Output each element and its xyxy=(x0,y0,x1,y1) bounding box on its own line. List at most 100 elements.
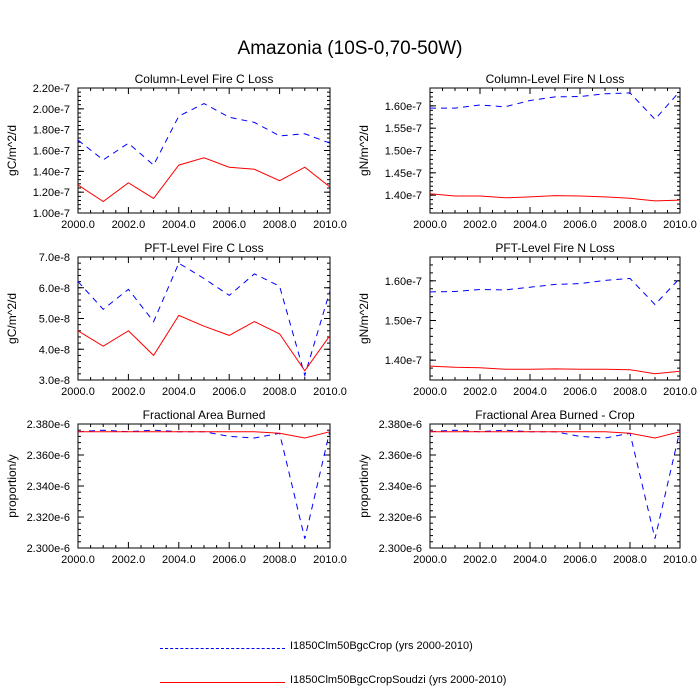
legend-item-soudzi: I1850Clm50BgcCropSoudzi (yrs 2000-2010) xyxy=(160,672,680,692)
x-tick-label: 2008.0 xyxy=(263,386,297,398)
x-tick-label: 2000.0 xyxy=(413,219,447,231)
series-line-soudzi xyxy=(77,157,331,203)
y-tick-label: 1.60e-7 xyxy=(33,146,70,158)
legend-swatch-dashed xyxy=(160,648,285,649)
y-tick-label: 4.0e-8 xyxy=(39,344,70,356)
plot-frame xyxy=(77,256,331,381)
x-tick-label: 2004.0 xyxy=(162,386,196,398)
x-tick-label: 2006.0 xyxy=(563,219,597,231)
figure-title: Amazonia (10S-0,70-50W) xyxy=(237,38,463,59)
y-tick-label: 1.40e-7 xyxy=(385,355,422,367)
plot-frame xyxy=(429,256,681,381)
x-tick-label: 2004.0 xyxy=(513,554,547,566)
series-line-crop xyxy=(430,90,681,121)
y-axis-label: proportion/y xyxy=(5,454,19,517)
series-line-soudzi xyxy=(77,314,331,372)
y-tick-label: 2.380e-6 xyxy=(27,419,70,431)
x-tick-label: 2002.0 xyxy=(463,219,497,231)
y-tick-label: 1.45e-7 xyxy=(385,168,422,180)
y-tick-label: 2.300e-6 xyxy=(379,543,422,555)
legend-label: I1850Clm50BgcCrop (yrs 2000-2010) xyxy=(290,640,473,652)
legend-swatch-solid xyxy=(160,682,285,683)
y-tick-label: 3.0e-8 xyxy=(39,375,70,387)
panel-title: PFT-Level Fire C Loss xyxy=(144,241,263,255)
series-line-crop xyxy=(77,103,331,166)
y-tick-label: 2.380e-6 xyxy=(379,419,422,431)
y-tick-label: 2.360e-6 xyxy=(27,450,70,462)
x-tick-label: 2000.0 xyxy=(61,219,95,231)
y-axis-label: gN/m^2/d xyxy=(357,125,371,176)
x-tick-label: 2008.0 xyxy=(613,554,647,566)
x-tick-label: 2006.0 xyxy=(212,219,246,231)
x-tick-label: 2008.0 xyxy=(263,219,297,231)
x-tick-label: 2006.0 xyxy=(563,386,597,398)
x-tick-label: 2000.0 xyxy=(61,386,95,398)
x-tick-label: 2004.0 xyxy=(162,554,196,566)
x-tick-label: 2008.0 xyxy=(613,219,647,231)
y-tick-label: 7.0e-8 xyxy=(39,252,70,264)
y-tick-label: 5.0e-8 xyxy=(39,314,70,326)
x-tick-label: 2008.0 xyxy=(263,554,297,566)
series-line-soudzi xyxy=(430,431,681,439)
y-tick-label: 1.40e-7 xyxy=(33,166,70,178)
panel-title: Column-Level Fire C Loss xyxy=(135,72,274,86)
y-tick-label: 2.00e-7 xyxy=(33,104,70,116)
x-tick-label: 2006.0 xyxy=(212,386,246,398)
y-tick-label: 1.50e-7 xyxy=(385,315,422,327)
legend-item-crop: I1850Clm50BgcCrop (yrs 2000-2010) xyxy=(160,638,680,658)
series-line-crop xyxy=(77,429,331,539)
y-tick-label: 1.20e-7 xyxy=(33,187,70,199)
panel-title: Fractional Area Burned - Crop xyxy=(475,408,635,422)
y-tick-label: 1.40e-7 xyxy=(385,190,422,202)
y-tick-label: 1.50e-7 xyxy=(385,146,422,158)
y-tick-label: 1.60e-7 xyxy=(385,101,422,113)
x-tick-label: 2002.0 xyxy=(112,554,146,566)
y-tick-label: 2.320e-6 xyxy=(27,512,70,524)
x-tick-label: 2000.0 xyxy=(61,554,95,566)
y-tick-label: 6.0e-8 xyxy=(39,283,70,295)
x-tick-label: 2010.0 xyxy=(663,386,697,398)
panel-title: PFT-Level Fire N Loss xyxy=(495,241,614,255)
plot-frame xyxy=(77,87,331,214)
x-tick-label: 2002.0 xyxy=(463,386,497,398)
x-tick-label: 2008.0 xyxy=(613,386,647,398)
x-tick-label: 2000.0 xyxy=(413,386,447,398)
series-line-crop xyxy=(429,429,681,539)
x-tick-label: 2002.0 xyxy=(112,219,146,231)
x-tick-label: 2006.0 xyxy=(212,554,246,566)
x-tick-label: 2004.0 xyxy=(162,219,196,231)
x-tick-label: 2010.0 xyxy=(313,219,347,231)
y-tick-label: 2.360e-6 xyxy=(379,450,422,462)
y-axis-label: gN/m^2/d xyxy=(357,293,371,344)
y-tick-label: 2.20e-7 xyxy=(33,83,70,95)
x-tick-label: 2000.0 xyxy=(413,554,447,566)
legend: I1850Clm50BgcCrop (yrs 2000-2010) I1850C… xyxy=(160,638,680,698)
x-tick-label: 2002.0 xyxy=(112,386,146,398)
y-tick-label: 2.300e-6 xyxy=(27,543,70,555)
x-tick-label: 2004.0 xyxy=(513,219,547,231)
series-line-soudzi xyxy=(429,365,681,375)
series-line-soudzi xyxy=(78,431,331,439)
y-tick-label: 2.340e-6 xyxy=(379,481,422,493)
y-tick-label: 2.320e-6 xyxy=(379,512,422,524)
x-tick-label: 2010.0 xyxy=(663,554,697,566)
y-axis-label: proportion/y xyxy=(357,454,371,517)
x-tick-label: 2004.0 xyxy=(513,386,547,398)
y-tick-label: 2.340e-6 xyxy=(27,481,70,493)
panel-title: Fractional Area Burned xyxy=(143,408,266,422)
x-tick-label: 2006.0 xyxy=(563,554,597,566)
x-tick-label: 2010.0 xyxy=(663,219,697,231)
series-line-soudzi xyxy=(429,193,681,202)
y-axis-label: gC/m^2/d xyxy=(5,293,19,344)
y-axis-label: gC/m^2/d xyxy=(5,125,19,176)
x-tick-label: 2002.0 xyxy=(463,554,497,566)
y-tick-label: 1.80e-7 xyxy=(33,125,70,137)
x-tick-label: 2010.0 xyxy=(313,386,347,398)
y-tick-label: 1.55e-7 xyxy=(385,123,422,135)
series-line-crop xyxy=(77,262,331,378)
x-tick-label: 2010.0 xyxy=(313,554,347,566)
panel-title: Column-Level Fire N Loss xyxy=(486,72,625,86)
legend-label: I1850Clm50BgcCropSoudzi (yrs 2000-2010) xyxy=(290,674,507,686)
y-tick-label: 1.00e-7 xyxy=(33,208,70,220)
